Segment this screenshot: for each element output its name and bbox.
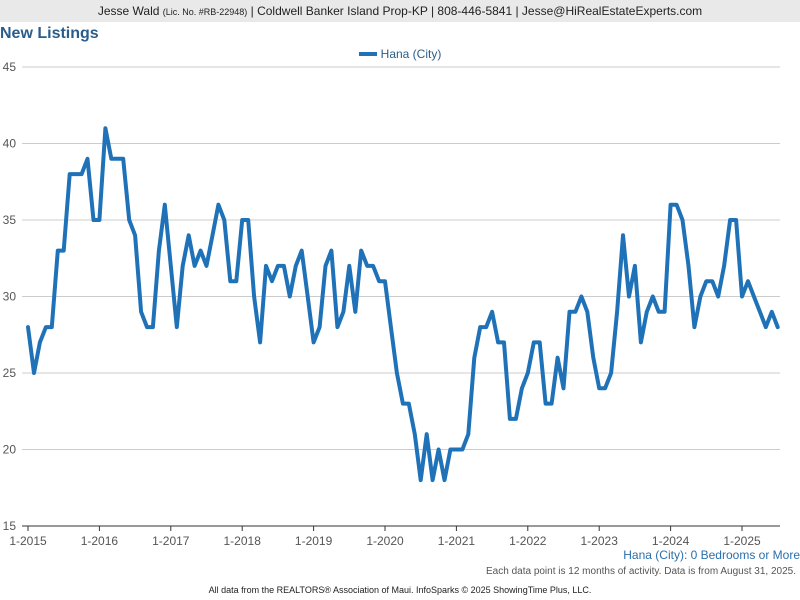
- x-tick-label: 1-2015: [9, 534, 47, 548]
- data-note: Each data point is 12 months of activity…: [486, 566, 796, 577]
- y-tick-label: 45: [3, 60, 17, 74]
- chart-title: New Listings: [0, 25, 99, 42]
- y-axis-ticks: 15 20 25 30 35 40 45: [3, 60, 17, 533]
- chart-legend[interactable]: Hana (City): [0, 46, 800, 62]
- y-tick-label: 35: [3, 213, 17, 227]
- x-tick-label: 1-2020: [366, 534, 404, 548]
- y-tick-label: 40: [3, 137, 17, 151]
- legend-swatch: [358, 51, 377, 56]
- legend-label: Hana (City): [380, 47, 442, 61]
- x-tick-label: 1-2018: [224, 534, 262, 548]
- y-tick-label: 25: [3, 366, 17, 380]
- series-group: [26, 126, 780, 483]
- x-tick-label: 1-2025: [723, 534, 761, 548]
- agent-contact: | Coldwell Banker Island Prop-KP | 808-4…: [250, 4, 703, 18]
- x-tick-label: 1-2017: [152, 534, 190, 548]
- x-tick-label: 1-2024: [652, 534, 690, 548]
- series-line: [26, 126, 780, 483]
- agent-header-bar: Jesse Wald (Lic. No. #RB-22948) | Coldwe…: [0, 0, 800, 22]
- agent-name: Jesse Wald: [97, 4, 160, 18]
- x-axis: 1-2015 1-2016 1-2017 1-2018 1-2019 1-2020 1-20…: [9, 525, 780, 548]
- x-tick-label: 1-2023: [581, 534, 619, 548]
- y-tick-label: 20: [3, 443, 17, 457]
- x-tick-label: 1-2019: [295, 534, 333, 548]
- license-number: (Lic. No. #RB-22948): [162, 7, 248, 17]
- y-tick-label: 15: [3, 519, 17, 533]
- x-tick-label: 1-2021: [438, 534, 476, 548]
- x-tick-label: 1-2016: [81, 534, 119, 548]
- chart-subtitle[interactable]: Hana (City): 0 Bedrooms or More: [623, 548, 800, 562]
- x-tick-label: 1-2022: [509, 534, 547, 548]
- y-tick-label: 30: [3, 290, 17, 304]
- footer-credit: All data from the REALTORS® Association …: [208, 585, 592, 595]
